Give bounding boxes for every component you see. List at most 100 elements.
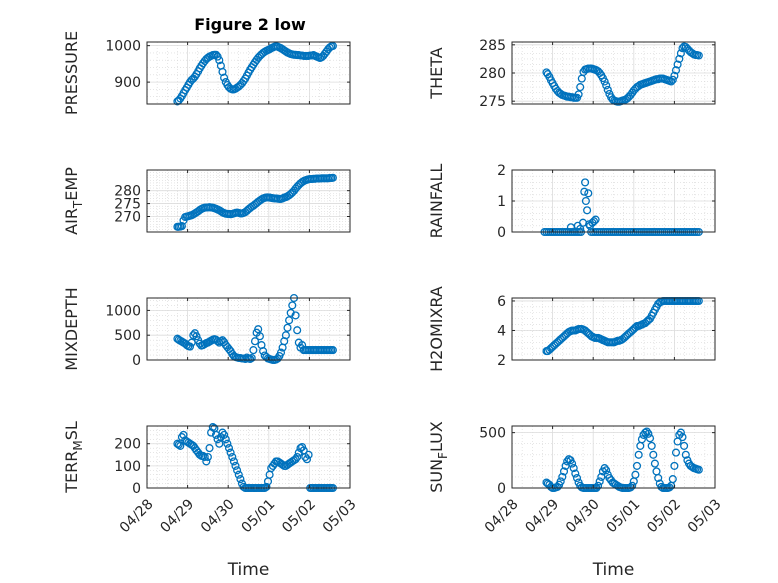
axes-box [146, 169, 351, 233]
x-tick-label: 05/01 [239, 496, 279, 536]
data-point [205, 444, 214, 453]
data-point [628, 481, 637, 490]
data-point [216, 337, 225, 346]
x-tick-label: 05/02 [644, 496, 684, 536]
axes-box [146, 41, 351, 105]
x-tick-label: 05/01 [604, 496, 644, 536]
data-point [673, 60, 682, 69]
data-point [602, 466, 611, 475]
data-point [668, 475, 677, 484]
data-point [229, 457, 238, 466]
x-tick-label: 04/28 [117, 496, 157, 536]
y-tick-label: 500 [479, 426, 506, 442]
y-tick-label: 270 [114, 210, 141, 226]
data-point [293, 326, 302, 335]
y-tick-label: 1000 [105, 303, 141, 319]
x-axis-label: Time [592, 560, 635, 580]
data-point [293, 452, 302, 462]
y-tick-label: 4 [497, 323, 506, 339]
data-point [202, 457, 211, 466]
data-point [226, 448, 235, 457]
y-tick-label: 2 [497, 163, 506, 179]
data-point [670, 71, 679, 80]
data-point [221, 435, 230, 444]
data-point [236, 475, 245, 484]
data-point [670, 461, 679, 470]
subplot-6: 2 4 6 H2OMIXRA [427, 286, 716, 372]
subplot-8: 0 500 SUNFLUX 04/28 04/29 04/30 05/01 05/02 05/0… [427, 421, 725, 580]
data-point [569, 464, 578, 473]
data-point [200, 452, 209, 462]
y-tick-label: 275 [114, 197, 141, 213]
data-point [602, 81, 611, 90]
data-point [665, 483, 674, 492]
y-tick-label: 0 [132, 481, 141, 497]
data-point [215, 56, 224, 65]
x-tick-label: 05/03 [320, 496, 360, 536]
data-point [208, 423, 217, 432]
data-point [647, 441, 656, 450]
data-point [583, 206, 592, 215]
data-point [600, 464, 609, 473]
data-point [634, 450, 643, 459]
y-tick-label: 285 [479, 38, 506, 54]
data-point [678, 433, 687, 442]
y-axis-label: AIRTEMP [62, 167, 85, 235]
data-point [572, 473, 582, 483]
data-point [328, 41, 337, 51]
x-tick-label: 05/03 [685, 496, 725, 536]
y-tick-label: 2 [497, 353, 506, 369]
data-point [694, 465, 703, 474]
y-axis-label: RAINFALL [427, 164, 446, 239]
y-tick-label: 6 [497, 294, 506, 310]
y-tick-label: 900 [114, 75, 141, 91]
data-point [676, 49, 685, 58]
data-point [576, 83, 585, 92]
y-tick-label: 200 [114, 437, 141, 453]
data-point [631, 470, 640, 479]
data-point [650, 459, 659, 468]
data-point [676, 428, 685, 437]
data-point [247, 353, 256, 363]
data-point [645, 434, 655, 443]
data-point [595, 477, 604, 486]
data-point [681, 450, 690, 459]
data-point [291, 455, 300, 464]
data-point [654, 473, 663, 483]
data-point [255, 332, 264, 341]
subplot-1: 900 1000 PRESSURE [62, 31, 351, 115]
figure-title: Figure 2 low [194, 15, 306, 34]
data-point [668, 75, 677, 84]
data-point [228, 452, 237, 462]
data-point [224, 444, 234, 453]
data-point [291, 311, 300, 320]
y-tick-label: 275 [479, 94, 506, 110]
data-point [179, 430, 188, 439]
y-axis-label: PRESSURE [62, 31, 81, 115]
y-tick-label: 1000 [105, 39, 141, 55]
data-point [580, 187, 589, 196]
data-point [571, 469, 580, 478]
axes-box [511, 425, 716, 489]
y-tick-label: 0 [497, 481, 506, 497]
data-series [173, 41, 337, 106]
data-point [174, 440, 183, 449]
data-point [574, 90, 583, 99]
data-point [220, 73, 229, 82]
data-point [262, 482, 271, 491]
data-point [285, 316, 294, 325]
x-tick-label: 04/29 [522, 496, 562, 536]
subplot-5: 0 500 1000 MIXDEPTH [62, 287, 351, 371]
data-point [649, 450, 658, 459]
x-axis-label: Time [227, 560, 270, 580]
data-point [177, 222, 186, 231]
data-point [304, 450, 313, 459]
y-axis-label: TERRMSL [62, 421, 85, 494]
data-point [637, 435, 646, 444]
axes-box [146, 297, 351, 361]
data-point [283, 323, 292, 332]
data-point [192, 332, 201, 341]
data-point [176, 441, 185, 450]
